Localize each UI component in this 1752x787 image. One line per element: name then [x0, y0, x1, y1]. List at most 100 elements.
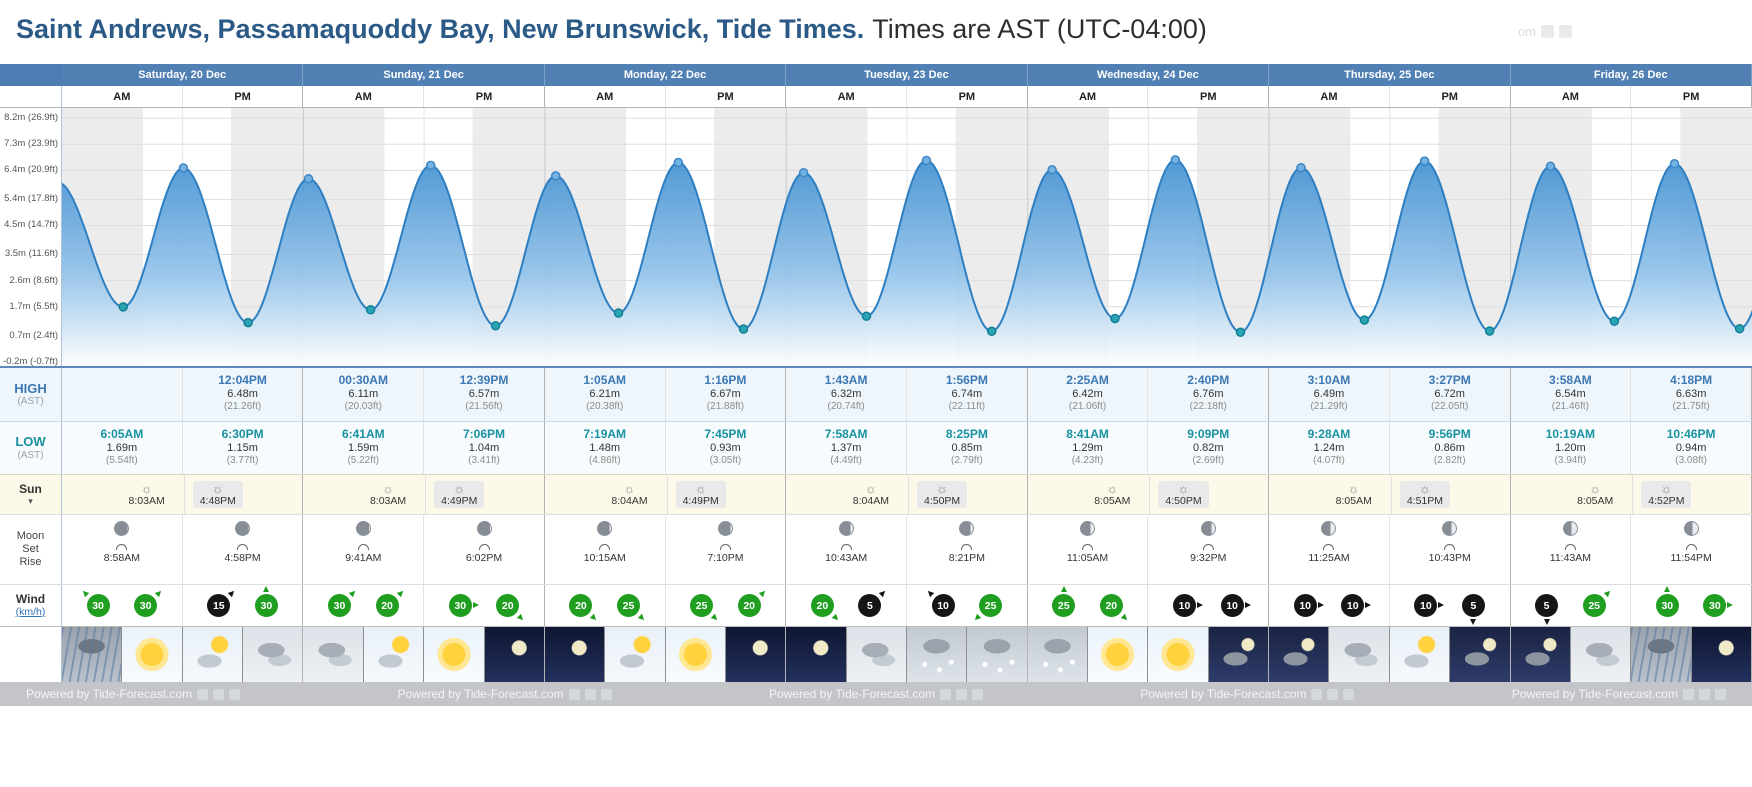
sunset-cell: ☼ 4:48PM	[183, 475, 303, 514]
wind-speed: 30	[333, 599, 346, 612]
high-timezone-label: (AST)	[17, 396, 44, 408]
powered-by-link[interactable]: Powered by Tide-Forecast.com	[397, 687, 564, 701]
social-icon[interactable]	[213, 688, 225, 700]
moonset-icon	[116, 544, 128, 550]
weather-tile-partly	[181, 627, 243, 682]
high-time: 12:04PM	[218, 373, 267, 387]
day-weather-cell	[544, 627, 787, 682]
sunset-cell: ☼ 4:49PM	[666, 475, 786, 514]
day-low-cell: 7:58AM 1.37m (4.49ft) 8:25PM 0.85m (2.79ft)	[786, 422, 1028, 474]
weather-tile-partly	[604, 627, 665, 682]
low-height-m: 1.04m	[468, 442, 500, 454]
wind-arrow-icon	[710, 613, 720, 623]
wind-badge: 10	[925, 588, 955, 617]
sunset-icon: ☼	[211, 481, 224, 496]
moonrise-icon	[1685, 544, 1697, 550]
wind-speed: 5	[866, 599, 873, 612]
powered-by-link[interactable]: Powered by Tide-Forecast.com	[1140, 687, 1307, 701]
moon-phase-icon	[1080, 521, 1096, 536]
moonrise-cell: 7:10PM	[664, 515, 786, 584]
wind-half-cell: 30 20	[303, 585, 423, 626]
powered-by-link[interactable]: Powered by Tide-Forecast.com	[1511, 687, 1678, 701]
low-height-ft: (2.69ft)	[1192, 455, 1225, 467]
wind-unit-link[interactable]: (km/h)	[15, 606, 46, 619]
low-half-cell: 7:45PM 0.93m (3.05ft)	[664, 422, 786, 474]
wind-badge: 30	[134, 588, 164, 617]
powered-by-link[interactable]: Powered by Tide-Forecast.com	[26, 687, 193, 701]
wind-arrow-icon	[1603, 588, 1612, 598]
sun-row: Sun ▾ ☼ 8:03AM ☼ 4:48PM ☼ 8:03AM ☼ 4:49PM ☼ 8:04A…	[0, 474, 1752, 514]
moonset-time: 11:25AM	[1308, 552, 1350, 564]
social-icon[interactable]	[1714, 688, 1726, 700]
low-height-ft: (4.86ft)	[588, 455, 621, 467]
wind-badge: 20	[1099, 594, 1130, 623]
low-height-m: 1.69m	[106, 442, 138, 454]
sunset-block: ☼ 4:52PM	[1641, 481, 1692, 508]
high-height-ft: (21.46ft)	[1551, 401, 1590, 413]
day-wind-cell: 30 30 15 30	[62, 585, 304, 626]
weather-tile-cloud	[242, 627, 303, 682]
social-icon[interactable]	[956, 688, 968, 700]
high-half-cell: 1:05AM 6.21m (20.38ft)	[545, 368, 665, 421]
high-height-m: 6.32m	[830, 388, 862, 400]
social-icon[interactable]	[568, 688, 580, 700]
sunrise-cell: ☼ 8:03AM	[303, 475, 425, 514]
chevron-down-icon[interactable]: ▾	[28, 495, 33, 506]
high-half-cell: 12:39PM 6.57m (21.56ft)	[423, 368, 544, 421]
day-wind-cell: 20 5 10 25	[786, 585, 1028, 626]
social-icon[interactable]	[1343, 688, 1355, 700]
moon-label: Moon	[16, 529, 45, 542]
social-icon[interactable]	[197, 688, 209, 700]
sunset-block: ☼ 4:51PM	[1399, 481, 1451, 508]
day-moon-cell: 9:41AM 6:02PM	[303, 515, 545, 584]
moon-phase-icon	[114, 521, 130, 536]
wind-speed: 20	[575, 599, 587, 612]
sunset-cell: ☼ 4:49PM	[425, 475, 544, 514]
social-icon[interactable]	[1682, 688, 1694, 700]
wind-speed: 30	[454, 599, 467, 612]
day-weather-cell	[1027, 627, 1270, 682]
high-height-m: 6.54m	[1555, 388, 1586, 400]
sunrise-time: 8:05AM	[1577, 495, 1614, 507]
day-weather-cell	[1269, 627, 1511, 682]
sunset-block: ☼ 4:49PM	[434, 481, 485, 508]
sunrise-time: 8:04AM	[852, 495, 889, 507]
share-icon[interactable]	[1541, 25, 1554, 38]
low-height-ft: (3.08ft)	[1675, 455, 1707, 467]
ampm-pm-label: PM	[1388, 86, 1510, 107]
social-icon[interactable]	[940, 688, 952, 700]
y-axis: 8.2m (26.9ft) 7.3m (23.9ft) 6.4m (20.9ft) 5…	[0, 108, 62, 367]
day-weather-cell	[1510, 627, 1752, 682]
sunset-time: 4:49PM	[682, 495, 719, 507]
share-icon[interactable]	[1559, 25, 1572, 38]
moon-phase-icon	[838, 521, 854, 536]
moonset-cell: 11:43AM	[1511, 515, 1631, 584]
sunrise-icon: ☼	[623, 481, 636, 496]
y-axis-label: -0.2m (-0.7ft)	[3, 355, 58, 367]
social-icon[interactable]	[600, 688, 612, 700]
low-time: 6:41AM	[341, 427, 385, 441]
low-half-cell: 9:09PM 0.82m (2.69ft)	[1147, 422, 1268, 474]
day-header: Friday, 26 Dec	[1511, 64, 1752, 86]
sunrise-block: ☼ 8:03AM	[122, 481, 172, 508]
wind-speed: 10	[1299, 599, 1312, 612]
social-icon[interactable]	[1327, 688, 1339, 700]
wind-arrow-icon	[80, 588, 89, 598]
high-height-ft: (20.74ft)	[827, 401, 865, 413]
social-icon[interactable]	[584, 688, 596, 700]
social-icon[interactable]	[1311, 688, 1323, 700]
day-header: Thursday, 25 Dec	[1269, 64, 1511, 86]
wind-badge: 20	[569, 594, 599, 623]
moon-phase-icon	[476, 521, 492, 536]
wind-label: Wind	[15, 591, 46, 606]
moonrise-icon	[478, 544, 490, 550]
high-height-m: 6.57m	[468, 388, 500, 400]
social-icon[interactable]	[1698, 688, 1710, 700]
ampm-pm-label: PM	[1630, 86, 1751, 107]
social-icon[interactable]	[972, 688, 984, 700]
powered-by-link[interactable]: Powered by Tide-Forecast.com	[768, 687, 936, 701]
social-icon[interactable]	[229, 688, 241, 700]
sunset-icon: ☼	[694, 481, 707, 496]
wind-speed: 20	[381, 599, 393, 612]
sunrise-block: ☼ 8:05AM	[1570, 481, 1620, 508]
